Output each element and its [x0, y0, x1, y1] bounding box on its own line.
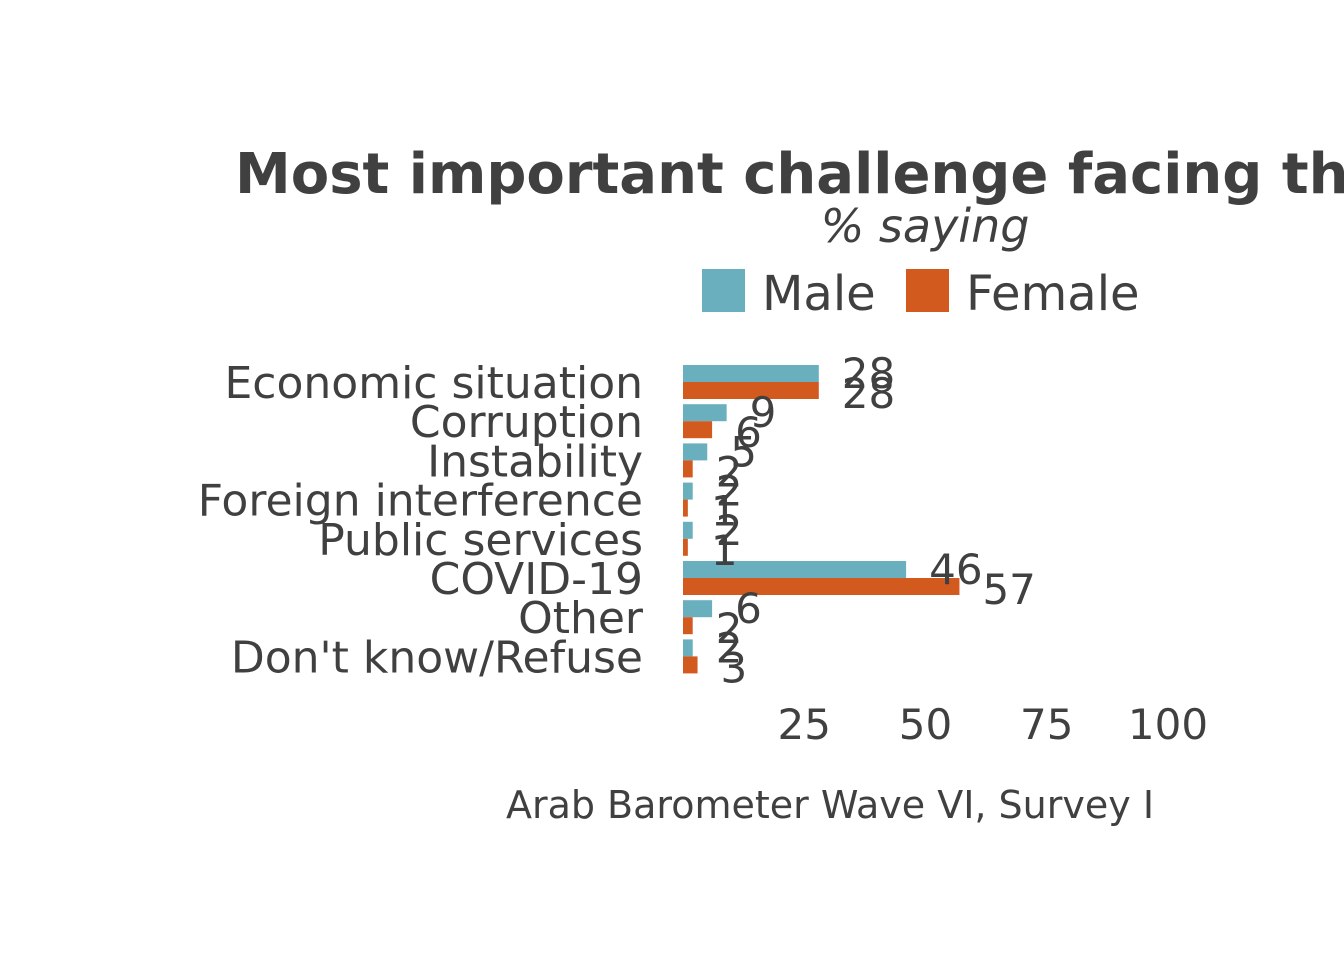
bar-male-other — [683, 600, 713, 618]
data-label-female-public-services: 1 — [711, 526, 738, 575]
data-label-male-corruption: 9 — [750, 388, 777, 437]
legend-swatch-female — [906, 269, 949, 312]
data-label-female-don-t-know-refuse: 3 — [721, 643, 748, 692]
x-tick-100: 100 — [1128, 700, 1208, 749]
x-tick-75: 75 — [1020, 700, 1073, 749]
chart-title: Most important challenge facing the — [235, 142, 1344, 207]
category-label-economic-situation: Economic situation — [224, 358, 643, 409]
bar-male-economic-situation — [683, 365, 819, 382]
bar-female-don-t-know-refuse — [683, 656, 698, 674]
x-tick-25: 25 — [778, 700, 831, 749]
bar-male-corruption — [683, 404, 727, 422]
category-label-public-services: Public services — [318, 515, 643, 566]
data-label-male-covid-19: 46 — [929, 545, 982, 594]
data-label-male-foreign-interference: 2 — [716, 467, 743, 516]
bar-male-covid-19 — [683, 561, 907, 578]
category-label-covid-19: COVID-19 — [430, 554, 643, 605]
x-axis-ticks: 25 50 75 100 — [778, 700, 1209, 749]
category-label-foreign-interference: Foreign interference — [198, 476, 643, 527]
data-label-female-covid-19: 57 — [982, 565, 1035, 614]
bar-female-public-services — [683, 538, 688, 556]
data-label-male-other: 6 — [735, 584, 762, 633]
data-label-male-don-t-know-refuse: 2 — [716, 623, 743, 672]
bars — [683, 365, 960, 674]
bar-male-don-t-know-refuse — [683, 639, 693, 657]
category-label-corruption: Corruption — [410, 397, 643, 448]
bar-male-instability — [683, 443, 708, 461]
data-label-female-other: 2 — [716, 604, 743, 653]
legend-label-male: Male — [762, 266, 876, 322]
legend-label-female: Female — [966, 266, 1140, 322]
bar-male-public-services — [683, 521, 693, 539]
data-label-male-economic-situation: 28 — [842, 349, 895, 398]
chart-subtitle: % saying — [821, 199, 1030, 253]
category-labels: Economic situationCorruptionInstabilityF… — [198, 358, 644, 683]
data-label-female-foreign-interference: 1 — [711, 487, 738, 536]
category-label-other: Other — [518, 593, 644, 644]
x-tick-50: 50 — [899, 700, 952, 749]
category-label-instability: Instability — [427, 436, 643, 487]
data-label-male-public-services: 2 — [716, 506, 743, 555]
bar-female-corruption — [683, 421, 713, 439]
legend-swatch-male — [702, 269, 745, 312]
category-label-don-t-know-refuse: Don't know/Refuse — [231, 632, 643, 683]
bar-female-other — [683, 617, 693, 635]
bar-female-covid-19 — [683, 578, 960, 595]
bar-female-foreign-interference — [683, 499, 688, 517]
data-label-male-instability: 5 — [730, 427, 757, 476]
bar-female-instability — [683, 460, 693, 478]
data-label-female-corruption: 6 — [735, 408, 762, 457]
chart-caption: Arab Barometer Wave VI, Survey I — [506, 783, 1154, 827]
bar-male-foreign-interference — [683, 482, 693, 500]
legend: Male Female — [702, 266, 1140, 322]
data-label-female-economic-situation: 28 — [842, 369, 895, 418]
bar-female-economic-situation — [683, 382, 819, 399]
data-label-female-instability: 2 — [716, 447, 743, 496]
